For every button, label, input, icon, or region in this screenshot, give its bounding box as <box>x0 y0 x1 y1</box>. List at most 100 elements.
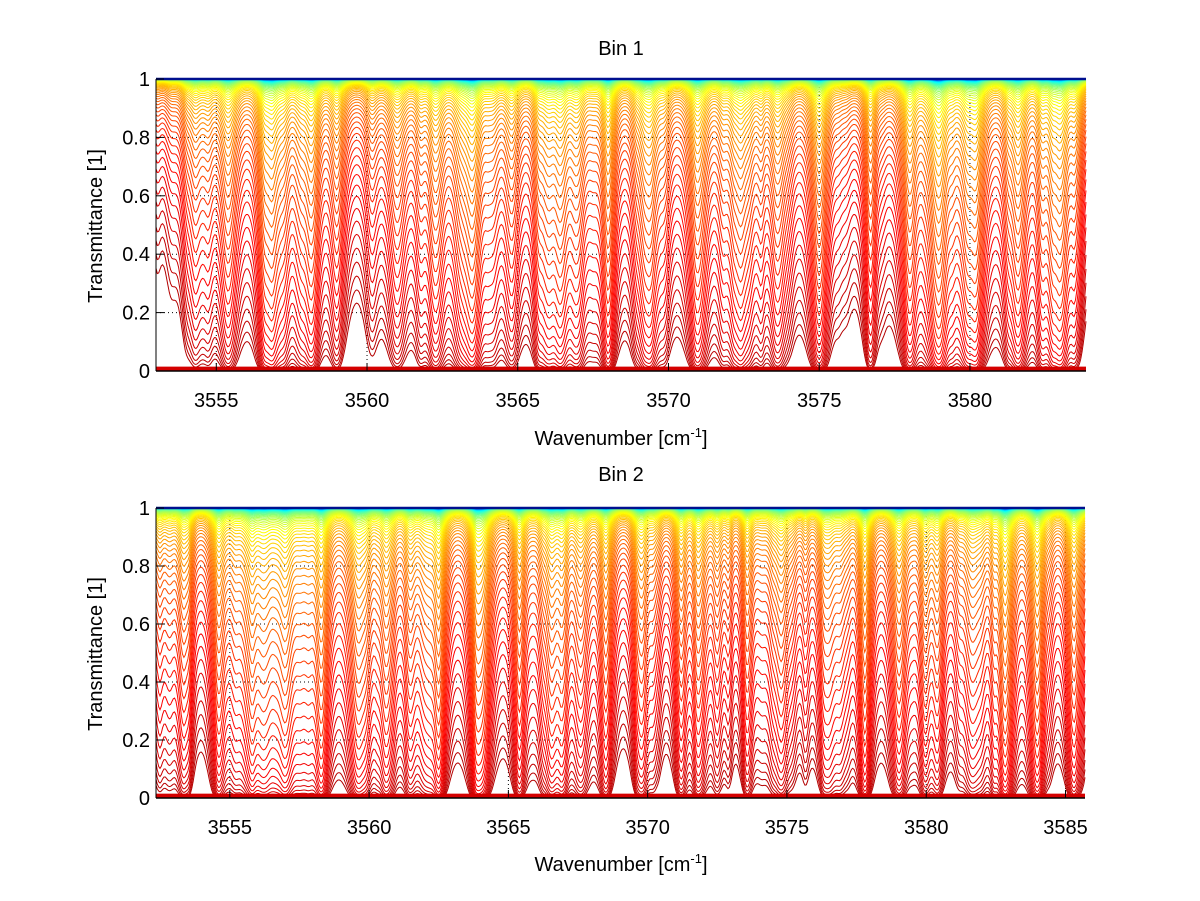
y-tick-label: 0.8 <box>122 127 150 149</box>
spectrum-line <box>155 89 1087 188</box>
spectrum-line <box>155 175 1087 370</box>
y-tick-labels: 0 0.2 0.4 0.6 0.8 1 <box>122 69 150 383</box>
y-tick-label: 0 <box>139 788 150 810</box>
x-tick-label: 3570 <box>625 817 670 839</box>
spectrum-line <box>155 108 1087 293</box>
chart-title: Bin 2 <box>598 464 644 486</box>
spectrum-line <box>155 91 1087 200</box>
spectrum-line <box>155 148 1087 361</box>
spectrum-line <box>155 87 1087 167</box>
spectrum-line <box>155 547 1086 681</box>
x-tick-label: 3575 <box>765 817 810 839</box>
spectrum-line <box>155 117 1087 319</box>
spectrum-line <box>155 531 1086 629</box>
spectrum-line <box>155 83 1087 136</box>
spectrum-line <box>155 127 1087 340</box>
y-tick-label: 0.6 <box>122 186 150 208</box>
y-tick-label: 0.6 <box>122 614 150 636</box>
spectrum-line <box>155 94 1087 225</box>
spectrum-line <box>155 607 1086 776</box>
spectrum-line <box>155 82 1087 119</box>
spectrum-line <box>156 793 1085 798</box>
spectrum-line <box>155 524 1086 597</box>
curves <box>155 506 1086 799</box>
x-tick-label: 3555 <box>208 817 253 839</box>
subplot-bin-1: Bin 1 3555 3560 3565 3570 3575 3580 0 0.2 0.4 0.… <box>85 38 1087 450</box>
spectrum-line <box>155 84 1087 142</box>
spectrum-line <box>155 512 1086 540</box>
x-tick-label: 3565 <box>496 390 541 412</box>
spectrum-line <box>155 80 1087 101</box>
y-tick-label: 0.4 <box>122 244 150 266</box>
spectrum-line <box>155 512 1086 536</box>
spectrum-line <box>155 542 1086 668</box>
spectrum-line <box>155 122 1087 330</box>
spectrum-line <box>155 571 1086 735</box>
x-tick-label: 3580 <box>904 817 949 839</box>
spectrum-line <box>155 99 1087 252</box>
y-tick-labels: 0 0.2 0.4 0.6 0.8 1 <box>122 498 150 810</box>
x-tick-label: 3555 <box>194 390 239 412</box>
spectrum-line <box>155 641 1086 792</box>
spectrum-line <box>155 526 1086 607</box>
spectrum-line <box>155 618 1086 783</box>
spectrum-line <box>155 102 1087 266</box>
y-tick-label: 0.4 <box>122 672 150 694</box>
spectrum-line <box>155 696 1086 799</box>
x-axis-label: Wavenumber [cm-1] <box>534 425 707 450</box>
spectrum-line <box>155 85 1087 150</box>
spectrum-line <box>155 112 1087 306</box>
x-tick-label: 3565 <box>486 817 531 839</box>
spectrum-line <box>155 535 1086 641</box>
spectrum-line <box>155 522 1086 588</box>
spectrum-line <box>155 134 1087 348</box>
spectrum-line <box>155 587 1086 759</box>
spectrum-line <box>155 529 1086 618</box>
spectrum-line <box>155 156 1087 365</box>
spectrum-line <box>155 140 1087 355</box>
spectrum-line <box>155 82 1087 124</box>
spectrum-line <box>155 165 1087 368</box>
y-axis-label: Transmittance [1] <box>85 577 107 731</box>
spectrum-line <box>155 80 1087 107</box>
spectrum-line <box>155 82 1087 129</box>
y-tick-label: 0 <box>139 361 150 383</box>
spectrum-line <box>155 86 1087 158</box>
y-tick-label: 0.2 <box>122 303 150 325</box>
spectrum-line <box>156 366 1086 371</box>
spectrum-line <box>155 514 1086 548</box>
spectrum-line <box>155 558 1086 709</box>
spectrum-line <box>155 96 1087 238</box>
spectrum-line <box>155 682 1086 798</box>
chart-title: Bin 1 <box>598 38 644 60</box>
spectrum-line <box>155 579 1086 748</box>
x-tick-labels: 3555 3560 3565 3570 3575 3580 <box>194 390 992 412</box>
spectrum-line <box>155 597 1086 768</box>
axes <box>155 78 1086 372</box>
y-axis-label: Transmittance [1] <box>85 149 107 303</box>
spectrum-line <box>155 516 1086 559</box>
spectrum-line <box>155 105 1087 280</box>
y-tick-label: 0.8 <box>122 556 150 578</box>
axes <box>155 507 1085 799</box>
spectrum-line <box>155 654 1086 795</box>
spectrum-line <box>155 552 1086 695</box>
x-tick-labels: 3555 3560 3565 3570 3575 3580 3585 <box>208 817 1088 839</box>
spectrum-line <box>155 80 1087 104</box>
spectrum-line <box>155 186 1087 371</box>
spectrum-line <box>155 81 1087 114</box>
y-tick-label: 0.2 <box>122 730 150 752</box>
spectrum-line <box>155 538 1086 654</box>
spectrum-line <box>155 668 1086 797</box>
spectrum-line <box>155 564 1086 723</box>
spectrum-line <box>155 197 1087 371</box>
subplot-bin-2: Bin 2 3555 3560 3565 3570 3575 3580 3585 00.20… <box>85 464 1088 876</box>
x-tick-label: 3585 <box>1043 817 1088 839</box>
x-tick-label: 3560 <box>347 817 392 839</box>
x-axis-label: Wavenumber [cm-1] <box>534 851 707 876</box>
spectrum-line <box>155 517 1086 565</box>
spectrum-line <box>155 513 1086 544</box>
spectrum-line <box>155 709 1086 799</box>
y-tick-label: 1 <box>139 498 150 520</box>
